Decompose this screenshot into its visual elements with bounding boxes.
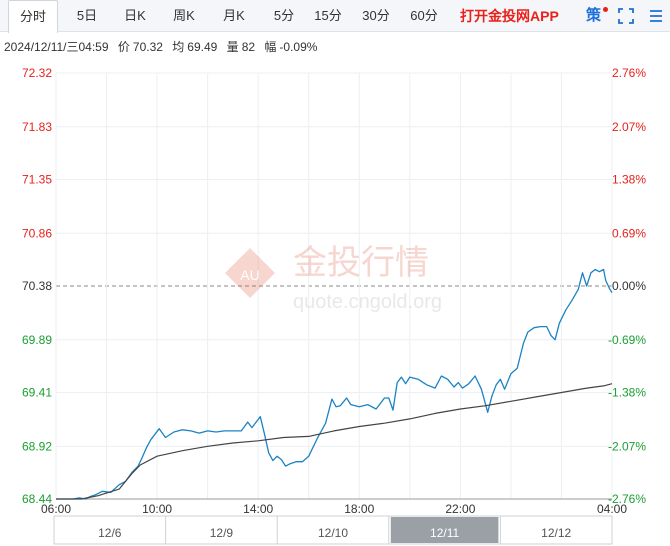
watermark-logo-icon: AU [225,248,275,298]
price-tick-label: 71.35 [22,173,52,187]
navigator-day-label[interactable]: 12/9 [210,526,234,540]
price-label: 价 [117,40,130,54]
navigator-day-label[interactable]: 12/6 [98,526,122,540]
intraday-chart[interactable]: AU 金投行情 quote.cngold.org 72.32 71.83 71.35… [0,58,670,546]
menu-icon[interactable] [648,8,664,24]
quote-info-bar: 2024/12/11/三04:59 价 70.32 均 69.49 量 82 幅 -0.… [4,38,323,54]
time-tick-label: 06:00 [41,502,71,516]
price-value: 70.32 [132,40,163,54]
tab-intraday[interactable]: 分时 [8,0,58,33]
tab-5-day[interactable]: 5日 [76,8,98,23]
watermark-logo-text: AU [240,267,259,283]
time-tick-label: 14:00 [243,502,273,516]
price-tick-label: 69.89 [22,333,52,347]
open-app-link[interactable]: 打开金投网APP [460,8,559,24]
time-tick-label: 04:00 [597,502,627,516]
price-tick-label: 72.32 [22,66,52,80]
chart-series [56,268,613,500]
volume-value: 82 [241,40,256,54]
tab-30-min[interactable]: 30分 [362,8,390,23]
policy-button[interactable]: 策 [586,7,602,24]
tab-15-min[interactable]: 15分 [314,8,342,23]
price-tick-label: 68.44 [22,492,52,506]
navigator-selected-range[interactable] [390,517,499,543]
period-tab-bar: 分时 5日 日K 周K 月K 5分 15分 30分 60分 打开金投网APP 策 [0,0,670,33]
notification-dot [603,7,608,12]
range-navigator: 12/6 12/9 12/10 12/11 12/12 [53,515,613,545]
change-value: -0.09% [279,40,318,54]
percent-tick-label: -2.76% [608,492,646,506]
avg-label: 均 [172,40,185,54]
percent-tick-label: 2.07% [612,120,646,134]
percent-tick-label: -1.38% [608,386,646,400]
time-tick-label: 10:00 [142,502,172,516]
percent-tick-label: 1.38% [612,173,646,187]
navigator-track [53,515,613,545]
navigator-day-label[interactable]: 12/11 [430,526,459,540]
change-label: 幅 [264,40,277,54]
price-tick-label: 70.38 [22,279,52,293]
tab-daily-k[interactable]: 日K [124,8,146,23]
price-tick-label: 71.83 [22,120,52,134]
watermark: AU 金投行情 quote.cngold.org [225,243,442,313]
volume-label: 量 [226,40,239,54]
percent-axis: 2.76% 2.07% 1.38% 0.69% 0.00% -0.69% -1.38% -2.… [608,66,646,506]
time-tick-label: 18:00 [344,502,374,516]
percent-tick-label: -0.69% [608,333,646,347]
tab-monthly-k[interactable]: 月K [223,8,245,23]
percent-tick-label: -2.07% [608,439,646,453]
percent-tick-label: 0.00% [612,279,646,293]
price-tick-label: 70.86 [22,226,52,240]
price-line [56,268,613,500]
avg-value: 69.49 [187,40,218,54]
navigator-day-label[interactable]: 12/12 [541,526,571,540]
price-tick-label: 69.41 [22,386,52,400]
fullscreen-icon[interactable] [618,8,634,24]
price-tick-label: 68.92 [22,439,52,453]
navigator-day-label[interactable]: 12/10 [318,526,348,540]
tab-weekly-k[interactable]: 周K [173,8,195,23]
watermark-brand: 金投行情 [293,243,429,283]
price-axis: 72.32 71.83 71.35 70.86 70.38 69.89 69.41 68.92… [22,66,52,506]
watermark-url: quote.cngold.org [293,291,442,313]
time-axis: 06:00 10:00 14:00 18:00 22:00 04:00 [41,502,627,516]
percent-tick-label: 2.76% [612,66,646,80]
average-line [56,383,613,500]
time-tick-label: 22:00 [445,502,475,516]
chart-grid [55,72,613,500]
percent-tick-label: 0.69% [612,226,646,240]
tab-60-min[interactable]: 60分 [410,8,438,23]
tab-5-min[interactable]: 5分 [273,8,295,23]
quote-datetime: 2024/12/11/三04:59 [4,40,109,54]
